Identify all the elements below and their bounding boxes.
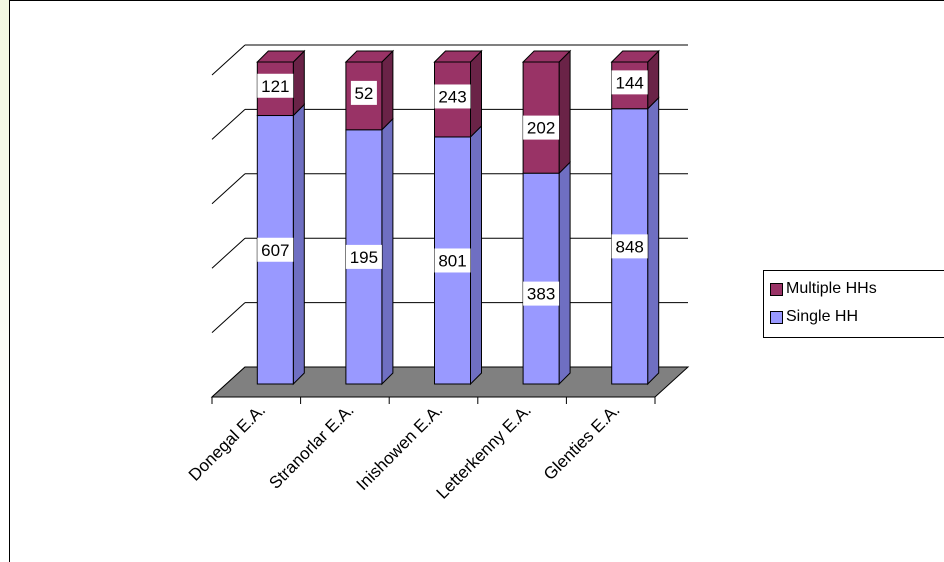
legend-item-multiple-hhs: Multiple HHs xyxy=(770,275,944,303)
data-label-multiple-hhs: 202 xyxy=(527,119,555,138)
data-label-single-hh: 848 xyxy=(616,237,644,256)
data-label-multiple-hhs: 121 xyxy=(261,77,289,96)
data-label-single-hh: 383 xyxy=(527,285,555,304)
bar-side-single-hh xyxy=(292,103,305,386)
legend-swatch-single-hh xyxy=(770,310,783,324)
wall-edge-line xyxy=(211,237,246,269)
wall-edge-line xyxy=(211,173,246,205)
data-label-multiple-hhs-bg xyxy=(257,73,294,98)
bar-side-single-hh xyxy=(647,96,660,386)
legend-label-single-hh: Single HH xyxy=(786,308,859,325)
data-label-multiple-hhs-bg xyxy=(611,70,648,95)
legend-item-single-hh: Single HH xyxy=(770,303,944,331)
data-label-single-hh-bg xyxy=(523,281,560,306)
data-label-multiple-hhs: 243 xyxy=(438,87,466,106)
bar-side-multiple-hhs xyxy=(558,49,571,175)
legend: Multiple HHs Single HH xyxy=(763,270,944,338)
x-tick-label: Inishowen E.A. xyxy=(353,400,447,494)
data-label-single-hh-bg xyxy=(434,248,471,273)
data-label-multiple-hhs-bg xyxy=(523,115,560,140)
x-tick-label: Letterkenny E.A. xyxy=(433,400,535,502)
x-tick-label: Glenties E.A. xyxy=(540,400,624,484)
data-label-multiple-hhs: 52 xyxy=(354,84,373,103)
bar-side-multiple-hhs xyxy=(381,49,394,131)
bar-side-single-hh xyxy=(558,160,571,386)
data-label-single-hh: 607 xyxy=(261,241,289,260)
data-label-single-hh-bg xyxy=(345,244,382,269)
data-label-single-hh-bg xyxy=(257,237,294,262)
wall-edge-line xyxy=(211,302,246,333)
bar-side-single-hh xyxy=(381,117,394,386)
wall-edge-line xyxy=(211,44,246,76)
bar-single-hh xyxy=(522,172,560,385)
x-tick-label: Donegal E.A. xyxy=(185,400,269,484)
x-tick-label: Stranorlar E.A. xyxy=(265,400,357,492)
legend-label-multiple-hhs: Multiple HHs xyxy=(786,280,877,297)
bar-side-multiple-hhs xyxy=(470,49,482,139)
wall-edge-line xyxy=(211,109,246,140)
data-label-single-hh-bg xyxy=(611,234,648,259)
legend-swatch-multiple-hhs xyxy=(770,282,783,296)
bar-side-single-hh xyxy=(470,124,482,386)
data-label-multiple-hhs-bg xyxy=(434,84,471,109)
data-label-single-hh: 195 xyxy=(350,248,378,267)
data-label-single-hh: 801 xyxy=(438,251,466,270)
data-label-multiple-hhs-bg xyxy=(350,80,377,105)
data-label-multiple-hhs: 144 xyxy=(616,73,644,92)
